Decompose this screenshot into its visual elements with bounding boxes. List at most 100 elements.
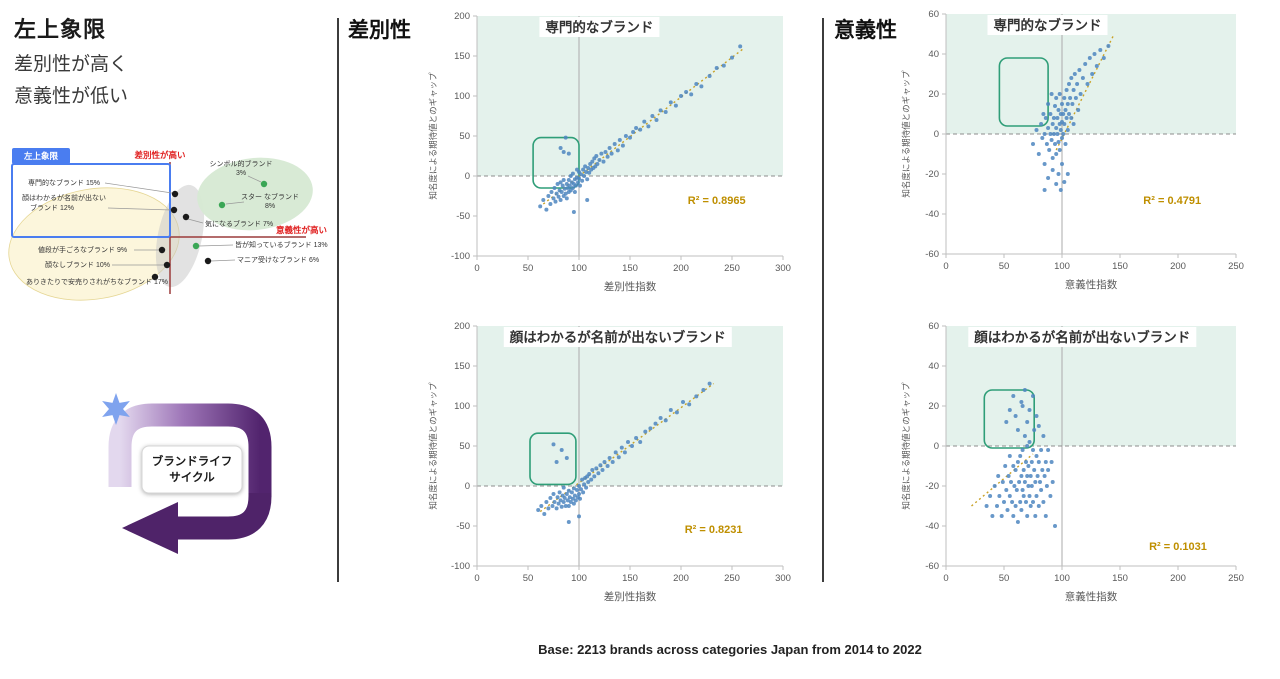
chart-title-bg <box>539 17 660 37</box>
y-tick-label: -100 <box>451 251 470 262</box>
y-tick-label: 50 <box>459 441 470 452</box>
x-axis-label: 差別性指数 <box>604 280 657 293</box>
brand-label: シンボル的ブランド <box>210 159 273 168</box>
r-squared-label: R² = 0.1031 <box>1149 541 1207 553</box>
scatter-plot-differentiation-specialist: 0 50 100 150 200 250 300 200 150 100 50 0 -50 -100 専門的… <box>428 11 791 293</box>
y-tick-label: 0 <box>465 171 470 182</box>
highlight-box <box>529 432 577 486</box>
x-tick-label: 0 <box>943 573 948 584</box>
x-axis-label: 意義性指数 <box>1065 278 1118 291</box>
cycle-label-line1: ブランドライフ <box>152 454 233 468</box>
chart-differentiation-known-face: 0 50 100 150 200 250 300 200 150 100 50 0 -50 -100 顔はわ… <box>425 320 797 617</box>
y-tick-label: -20 <box>925 481 939 492</box>
brand-label: 顔はわかるが名前が出ない <box>22 193 106 202</box>
x-tick-label: 150 <box>1112 261 1128 272</box>
scatter-plot-meaningfulness-known-face: 0 50 100 150 200 2506040200-20-40-60顔はわかるが名前が… <box>901 321 1244 603</box>
meaningfulness-section: 意義性 0 50 100 150 200 250 60 40 20 0 -20 -40 -60 専門的なブ… <box>826 0 1280 640</box>
positive-gap-band <box>477 16 783 176</box>
brand-label-line2: ブランド 12% <box>30 203 74 212</box>
r-squared-label: R² = 0.4791 <box>1143 195 1201 207</box>
y-tick-label: 20 <box>928 401 939 412</box>
base-note: Base: 2213 brands across categories Japa… <box>538 642 922 657</box>
y-tick-label: -20 <box>925 169 939 180</box>
y-tick-label: -60 <box>925 561 939 572</box>
y-tick-label: 0 <box>465 481 470 492</box>
leader-line <box>198 244 234 247</box>
y-tick-label: 200 <box>454 321 470 332</box>
cycle-arrow <box>108 403 272 497</box>
green-cluster-ellipse <box>197 157 313 231</box>
scatter-plot-differentiation-known-face: 0 50 100 150 200 250 300 200 150 100 50 0 -50 -100 顔はわ… <box>428 321 791 603</box>
cycle-label-box <box>141 445 243 494</box>
y-axis-label: 知名度による期待値とのギャップ <box>428 72 438 200</box>
brand-dot <box>170 206 178 214</box>
axis-top-label: 差別性が高い <box>133 150 185 160</box>
x-tick-label: 100 <box>571 263 587 274</box>
y-tick-label: 0 <box>934 441 939 452</box>
y-axis-label: 知名度による期待値とのギャップ <box>901 70 911 198</box>
star-icon <box>102 393 130 425</box>
chart-title-bg <box>503 327 732 347</box>
x-tick-label: 50 <box>999 261 1010 272</box>
x-tick-label: 200 <box>673 573 689 584</box>
y-tick-label: -100 <box>451 561 470 572</box>
trendline <box>1055 33 1115 151</box>
heading-line-2: 差別性が高く <box>14 54 129 75</box>
x-tick-label: 200 <box>673 263 689 274</box>
y-axis-label: 知名度による期待値とのギャップ <box>428 382 438 510</box>
x-tick-label: 300 <box>775 573 791 584</box>
brand-pct: 3% <box>236 170 246 177</box>
brand-pct: 8% <box>265 203 275 210</box>
y-tick-label: 20 <box>928 89 939 100</box>
brand-label: 値段が手ごろなブランド 9% <box>38 245 127 254</box>
divider-left <box>337 18 339 582</box>
differentiation-heading: 差別性 <box>348 19 411 42</box>
left-heading: 左上象限 差別性が高く 意義性が低い <box>14 12 128 108</box>
x-tick-label: 100 <box>1054 261 1070 272</box>
leader-line <box>225 201 245 205</box>
x-tick-label: 200 <box>1170 261 1186 272</box>
y-tick-label: -40 <box>925 209 939 220</box>
x-tick-label: 250 <box>1228 261 1244 272</box>
chart-title-bg <box>987 15 1108 35</box>
divider-right <box>822 18 824 582</box>
y-tick-label: -40 <box>925 521 939 532</box>
scatter-points <box>1031 44 1111 192</box>
heading-line-3: 意義性が低い <box>14 86 129 107</box>
x-tick-label: 0 <box>943 261 948 272</box>
trendline <box>542 47 745 205</box>
scatter-points <box>984 388 1057 528</box>
x-tick-label: 50 <box>523 573 534 584</box>
x-tick-label: 250 <box>724 573 740 584</box>
y-tick-label: -50 <box>456 521 470 532</box>
x-axis-label: 差別性指数 <box>604 590 657 603</box>
y-tick-label: 60 <box>928 9 939 20</box>
brand-dot <box>158 246 166 254</box>
brand-dot <box>171 190 179 198</box>
positive-gap-band <box>477 326 783 486</box>
x-tick-label: 50 <box>999 573 1010 584</box>
r-squared-label: R² = 0.8231 <box>685 524 743 536</box>
y-tick-label: 200 <box>454 11 470 22</box>
brand-dot <box>218 201 226 209</box>
heading-title: 左上象限 <box>14 17 107 42</box>
y-axis-label: 知名度による期待値とのギャップ <box>901 382 911 510</box>
y-tick-label: 60 <box>928 321 939 332</box>
chart-title: 専門的なブランド <box>994 17 1102 33</box>
y-tick-label: 150 <box>454 361 470 372</box>
upper-left-quadrant-box <box>11 163 171 238</box>
cycle-label-line2: サイクル <box>169 471 215 484</box>
brand-label: 気になるブランド 7% <box>205 219 273 228</box>
brand-label: 専門的なブランド 15% <box>28 178 100 187</box>
axis-right-label: 意義性が高い <box>276 225 327 235</box>
quadrant-box-label: 左上象限 <box>23 151 59 161</box>
cycle-arrowhead-icon <box>122 502 178 554</box>
brand-dot <box>151 273 159 281</box>
x-tick-label: 250 <box>724 263 740 274</box>
chart-title-bg <box>968 327 1197 347</box>
differentiation-section: 差別性 0 50 100 150 200 250 300 200 150 100 50 0 -50 -10… <box>340 0 822 640</box>
meaningfulness-heading: 意義性 <box>834 19 897 42</box>
leader-line <box>107 207 172 211</box>
brand-dot <box>204 257 212 265</box>
y-tick-label: 0 <box>934 129 939 140</box>
